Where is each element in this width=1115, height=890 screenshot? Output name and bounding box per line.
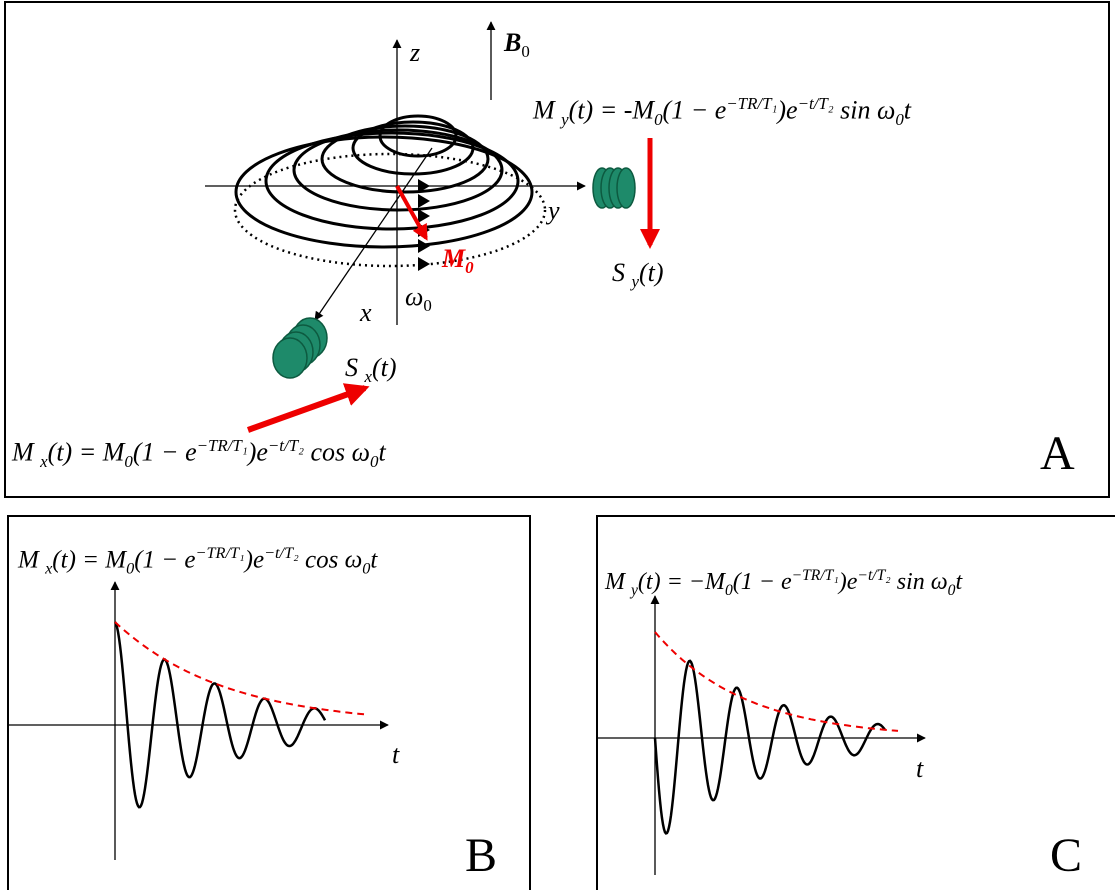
equation-part: x xyxy=(45,559,53,578)
equation-part: 0 xyxy=(126,559,135,578)
fid-curve-c xyxy=(653,659,887,835)
equation-part: )e xyxy=(247,437,268,467)
equation-part: 0 xyxy=(362,559,371,578)
equation-part: sin ω xyxy=(890,569,948,595)
panel-b-equation: M x(t) = M0(1 − e−TR/T₁)e−t/T₂ cos ω0t xyxy=(18,545,377,577)
equation-part: −t/T₂ xyxy=(264,544,299,562)
panel-letter: C xyxy=(1050,829,1083,882)
panel-c-equation: M y(t) = −M0(1 − e−TR/T₁)e−t/T₂ sin ω0t xyxy=(605,568,962,598)
sx-label: S x(t) xyxy=(345,355,397,386)
axes-b xyxy=(8,581,389,860)
precession-orbits xyxy=(233,114,547,268)
equation-part: −TR/T₁ xyxy=(791,567,839,584)
x-label: x xyxy=(360,298,372,327)
equation-part: (t) xyxy=(639,258,664,287)
t-label: t xyxy=(392,740,400,769)
fid-curve-b xyxy=(113,621,327,809)
equation-part: (t) = M xyxy=(47,437,125,467)
equation-part: y xyxy=(561,109,569,129)
equation-part: cos ω xyxy=(303,437,370,467)
equation-part: y xyxy=(631,272,640,292)
equation-part: (1 − e xyxy=(662,95,727,125)
signal-arrow-x xyxy=(246,383,370,433)
orbit-arrowheads xyxy=(418,179,430,271)
equation-part: −t/T₂ xyxy=(267,436,304,455)
axes-a xyxy=(205,21,586,325)
equation-part: t xyxy=(378,437,386,467)
equation-part: M xyxy=(18,546,46,574)
equation-part: cos ω xyxy=(298,546,363,574)
panel-letter: A xyxy=(1040,427,1075,480)
equation-part: x xyxy=(40,451,48,471)
frames xyxy=(4,1,1115,890)
equation-part: S xyxy=(345,353,365,382)
equation-part: −TR/T₁ xyxy=(726,94,778,113)
equation-part: (t) = −M xyxy=(637,569,725,595)
equation-part: 0 xyxy=(895,109,904,129)
equation-part: 0 xyxy=(947,581,956,599)
equation-part: −TR/T₁ xyxy=(195,544,245,562)
axes-c xyxy=(597,595,926,875)
equation-part: (t) = -M xyxy=(568,95,655,125)
t-label: t xyxy=(916,754,924,783)
equation-part: t xyxy=(955,569,963,595)
equation-part: −TR/T₁ xyxy=(196,436,248,455)
equation-part: 0 xyxy=(724,581,733,599)
equation-part: M xyxy=(533,95,562,125)
equation-part: (1 − e xyxy=(132,437,197,467)
equation-part: sin ω xyxy=(833,95,896,125)
m0-label: M0 xyxy=(442,244,474,278)
y-label: y xyxy=(548,196,560,225)
equation-part: 0 xyxy=(124,451,133,471)
equation-part: t xyxy=(903,95,912,125)
equation-part: (1 − e xyxy=(732,569,792,595)
z-label: z xyxy=(410,38,421,67)
panel-letter: B xyxy=(465,829,498,882)
equation-part: 0 xyxy=(654,109,663,129)
equation-part: −t/T₂ xyxy=(857,567,891,584)
b0-label: B0 xyxy=(504,28,530,62)
envelope-c xyxy=(654,631,899,732)
omega-label: ω0 xyxy=(405,282,432,316)
equation-part: )e xyxy=(838,569,858,595)
coil-y xyxy=(592,167,636,209)
m0-vector xyxy=(395,185,428,241)
coil-x xyxy=(272,317,328,379)
equation-part: y xyxy=(631,581,638,599)
equation-part: M xyxy=(12,437,41,467)
equation-part: 0 xyxy=(369,451,379,471)
equation-part: (t) = M xyxy=(52,546,127,574)
envelope-b xyxy=(114,621,365,716)
mx-equation: M x(t) = M0(1 − e−TR/T₁)e−t/T₂ cos ω0t xyxy=(12,436,386,471)
equation-part: )e xyxy=(777,95,798,125)
my-equation: M y(t) = -M0(1 − e−TR/T₁)e−t/T₂ sin ω0t xyxy=(533,94,912,129)
equation-part: (t) xyxy=(372,353,397,382)
equation-part: M xyxy=(605,569,631,595)
sy-label: S y(t) xyxy=(612,260,664,291)
equation-part: )e xyxy=(244,546,265,574)
equation-part: t xyxy=(370,546,378,574)
equation-part: x xyxy=(364,367,373,387)
equation-part: −t/T₂ xyxy=(797,94,834,113)
equation-part: (1 − e xyxy=(134,546,196,574)
equation-part: S xyxy=(612,258,632,287)
